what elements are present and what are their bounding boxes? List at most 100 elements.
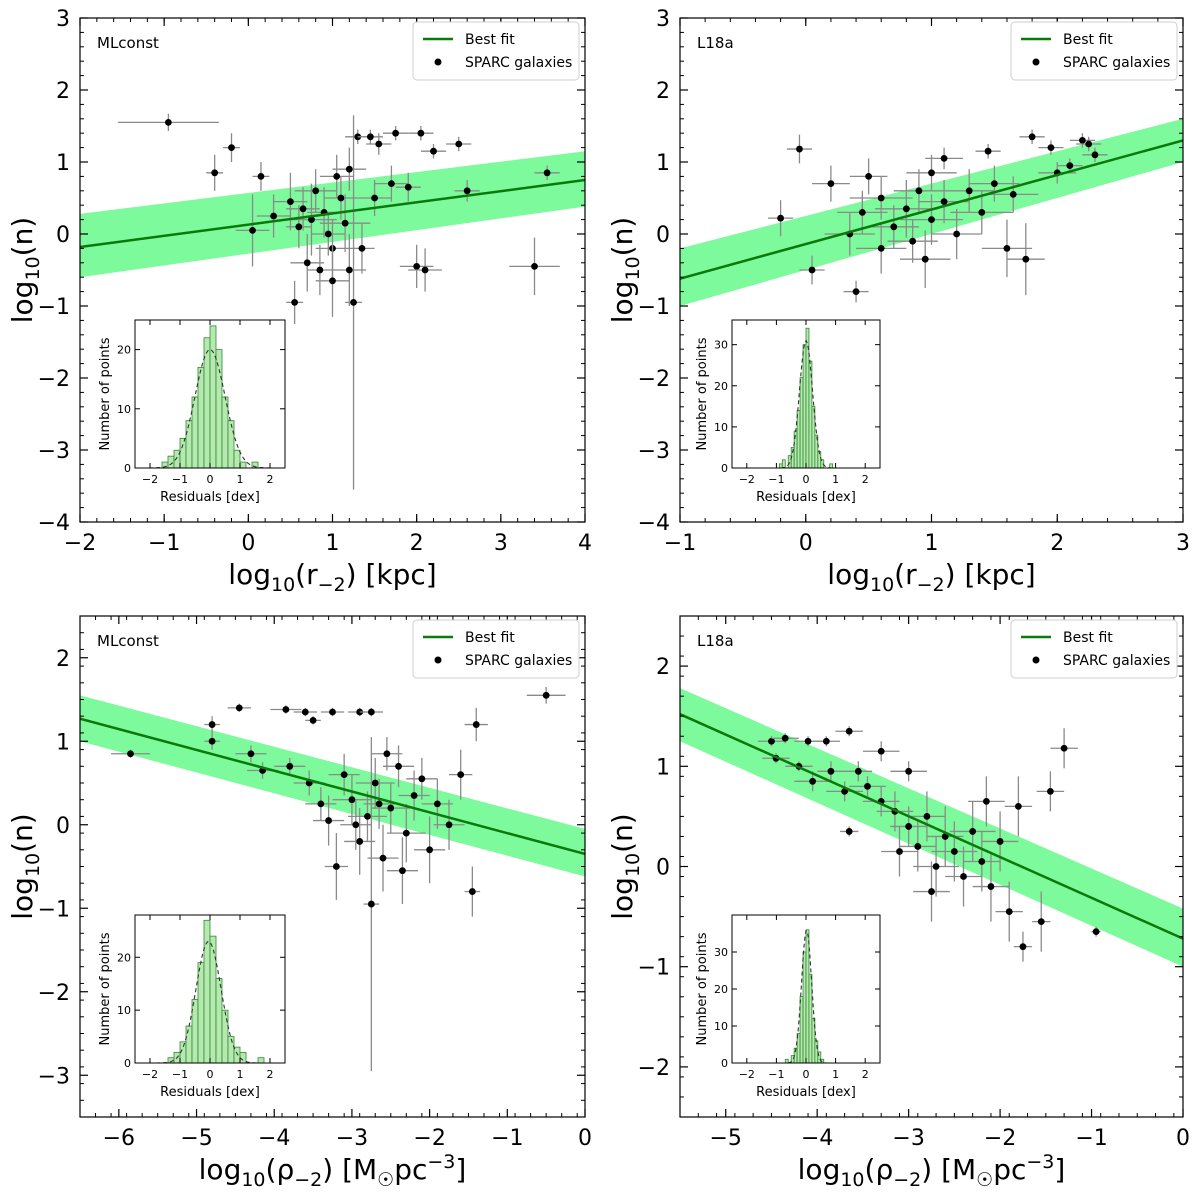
inset-x-tick-label: 0: [207, 1068, 214, 1081]
point-marker: [915, 187, 923, 195]
point-marker: [295, 223, 303, 231]
data-point: [227, 703, 251, 713]
y-tick-label: −2: [638, 1056, 670, 1081]
point-marker: [905, 823, 913, 830]
data-point: [843, 280, 869, 303]
point-marker: [531, 263, 538, 270]
data-point: [414, 816, 446, 884]
x-tick-label: −4: [801, 1126, 833, 1151]
x-tick-label: 1: [925, 531, 939, 556]
data-point: [812, 165, 850, 202]
plot-area: [80, 686, 585, 1072]
point-marker: [1047, 144, 1055, 152]
inset-x-tick-label: 1: [237, 1068, 244, 1081]
data-point: [286, 280, 304, 324]
point-marker: [1037, 918, 1045, 926]
data-point: [270, 705, 302, 714]
point-marker: [902, 205, 910, 213]
data-point: [290, 234, 325, 292]
point-marker: [890, 223, 898, 231]
inset-x-tick-label: 1: [832, 473, 839, 486]
inset-y-tick-label: 30: [714, 946, 728, 959]
data-point: [117, 113, 219, 132]
data-point: [313, 795, 345, 846]
x-tick-label: −2: [984, 1126, 1016, 1151]
point-marker: [543, 169, 551, 177]
y-tick-label: −3: [38, 439, 70, 464]
data-point: [366, 133, 392, 155]
histogram-bar: [197, 366, 205, 469]
point-marker: [410, 792, 418, 799]
histogram-bar: [233, 449, 241, 469]
panel-top-left: −2 −1 0 1 2 3 4 −4 −3 −2 −1 0 1 2 3 log10(r−2) [kpc] log…: [6, 7, 592, 596]
x-tick-label: 0: [1176, 1126, 1190, 1151]
data-point: [206, 154, 224, 191]
legend-label-sparc: SPARC galaxies: [465, 653, 572, 669]
data-point: [367, 824, 399, 892]
model-label: MLconst: [97, 632, 159, 650]
point-marker: [1019, 943, 1027, 951]
legend: Best fit SPARC galaxies: [1010, 21, 1178, 81]
point-marker: [804, 737, 812, 745]
data-point: [395, 172, 421, 202]
point-marker: [249, 227, 256, 234]
point-marker: [325, 817, 333, 824]
inset-x-tick-label: 0: [207, 473, 214, 486]
best-fit-line: [680, 713, 1183, 940]
point-marker: [402, 829, 410, 837]
legend-box: [412, 21, 580, 81]
data-point: [862, 741, 900, 762]
data-point: [931, 208, 982, 260]
legend-label-sparc: SPARC galaxies: [465, 55, 572, 71]
panel-top-right: −1 0 1 2 3 −4 −3 −2 −1 0 1 2 3 log10(r−2) [kpc] log10(…: [606, 7, 1190, 596]
point-marker: [433, 800, 441, 808]
data-point: [913, 861, 950, 922]
point-marker: [387, 804, 395, 812]
point-marker: [1066, 162, 1074, 170]
point-marker: [332, 863, 340, 870]
x-tick-label: 3: [1176, 531, 1190, 556]
data-point: [526, 686, 566, 704]
legend-point-swatch: [1032, 58, 1040, 66]
point-marker: [317, 800, 325, 808]
point-marker: [367, 900, 375, 908]
data-point: [969, 165, 1020, 202]
histogram-bar: [167, 455, 175, 469]
histogram-bar: [221, 396, 229, 469]
panel-bottom-left: −6 −5 −4 −3 −2 −1 0 −3 −2 −1 0 1 2 log10(ρ−2) [M☉pc−3…: [6, 615, 592, 1191]
data-point: [274, 757, 306, 775]
histogram-bar: [185, 1025, 193, 1064]
data-point: [926, 806, 964, 867]
legend-box: [1010, 619, 1178, 679]
data-point: [890, 806, 927, 847]
data-point: [908, 791, 946, 842]
legend-point-swatch: [434, 58, 442, 66]
inset-x-tick-label: 2: [267, 1068, 274, 1081]
point-marker: [333, 173, 341, 180]
y-tick-label: −2: [38, 367, 70, 392]
point-marker: [940, 155, 948, 162]
data-point: [324, 833, 349, 900]
point-marker: [350, 299, 357, 306]
inset-x-tick-label: 2: [267, 473, 274, 486]
histogram-bar: [209, 325, 217, 469]
data-point: [509, 237, 560, 296]
data-point: [925, 147, 963, 170]
data-point: [874, 180, 938, 238]
point-marker: [340, 771, 348, 779]
point-marker: [845, 828, 853, 835]
data-point: [890, 761, 927, 782]
point-marker: [303, 259, 311, 267]
y-tick-label: 2: [656, 655, 670, 680]
point-marker: [371, 779, 379, 787]
point-marker: [990, 180, 998, 188]
plot-area: [680, 688, 1183, 967]
data-point: [899, 821, 937, 872]
histogram-bar: [808, 973, 813, 1064]
data-point: [406, 757, 438, 800]
point-marker: [341, 219, 349, 227]
point-marker: [345, 165, 353, 173]
point-marker: [329, 708, 336, 716]
